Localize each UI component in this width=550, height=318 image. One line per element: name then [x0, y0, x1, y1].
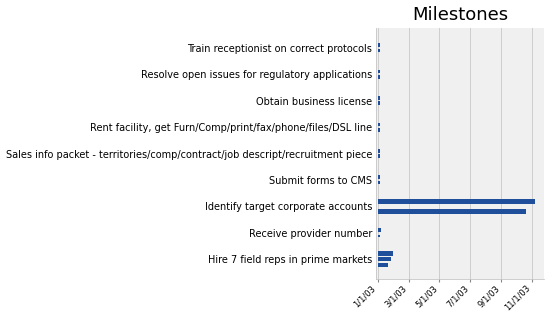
Bar [378, 149, 381, 153]
Bar [378, 263, 388, 267]
Title: Milestones: Milestones [412, 5, 508, 24]
Bar [378, 235, 380, 238]
Bar [378, 209, 526, 214]
Bar [378, 101, 381, 105]
Bar [378, 181, 381, 184]
Bar [378, 228, 381, 232]
Bar [378, 154, 381, 158]
Bar [378, 49, 381, 52]
Bar [378, 70, 381, 73]
Bar [378, 96, 381, 100]
Bar [378, 257, 390, 261]
Bar [378, 75, 381, 79]
Bar [378, 128, 381, 132]
Bar [378, 252, 393, 256]
Bar [378, 123, 381, 126]
Bar [378, 43, 381, 47]
Bar [378, 176, 381, 179]
Bar [378, 199, 535, 204]
